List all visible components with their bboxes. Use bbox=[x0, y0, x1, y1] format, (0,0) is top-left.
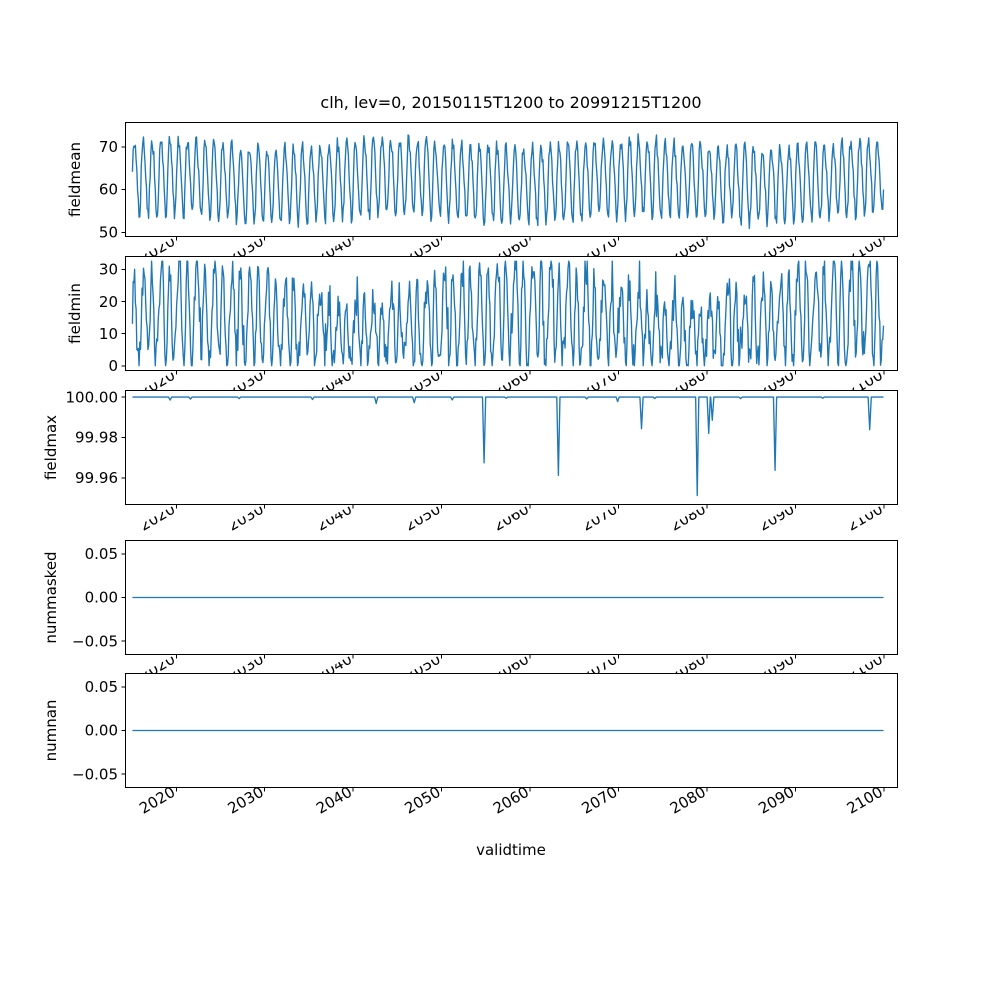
ytick-label-nummasked-1: 0.00 bbox=[85, 589, 118, 607]
xtick-label-fieldmax-2: 2040 bbox=[313, 500, 355, 535]
ytick-label-fieldmean-1: 60 bbox=[99, 181, 118, 199]
xtick-label-numnan-0: 2020 bbox=[136, 783, 178, 818]
xtick-label-fieldmax-7: 2090 bbox=[755, 500, 797, 535]
ytick-label-fieldmean-2: 70 bbox=[99, 138, 118, 156]
axes-spines-nummasked bbox=[125, 540, 898, 655]
axes-spines-fieldmean bbox=[125, 122, 898, 237]
xlabel-validtime: validtime bbox=[476, 841, 546, 859]
xtick-label-numnan-8: 2100 bbox=[844, 783, 886, 818]
ylabel-fieldmean: fieldmean bbox=[66, 142, 84, 217]
series-line-fieldmin bbox=[131, 260, 885, 367]
ytick-label-fieldmin-2: 20 bbox=[99, 293, 118, 311]
xtick-label-fieldmax-1: 2030 bbox=[225, 500, 267, 535]
xtick-label-numnan-1: 2030 bbox=[225, 783, 267, 818]
axes-spines-fieldmin bbox=[125, 256, 898, 371]
xtick-label-fieldmax-5: 2070 bbox=[578, 500, 620, 535]
ytick-label-numnan-2: 0.05 bbox=[85, 678, 118, 696]
ytick-label-fieldmin-1: 10 bbox=[99, 325, 118, 343]
ytick-label-nummasked-2: 0.05 bbox=[85, 545, 118, 563]
plot-area-fieldmax bbox=[125, 390, 898, 505]
xtick-label-numnan-5: 2070 bbox=[578, 783, 620, 818]
series-line-fieldmax bbox=[132, 396, 884, 497]
ytick-label-fieldmin-3: 30 bbox=[99, 261, 118, 279]
xtick-label-numnan-3: 2050 bbox=[402, 783, 444, 818]
xtick-label-fieldmax-8: 2100 bbox=[844, 500, 886, 535]
ytick-label-fieldmean-0: 50 bbox=[99, 223, 118, 241]
ylabel-fieldmin: fieldmin bbox=[66, 283, 84, 344]
figure-title: clh, lev=0, 20150115T1200 to 20991215T12… bbox=[320, 93, 701, 112]
xtick-label-numnan-7: 2090 bbox=[755, 783, 797, 818]
xtick-label-numnan-4: 2060 bbox=[490, 783, 532, 818]
xtick-label-fieldmax-4: 2060 bbox=[490, 500, 532, 535]
ylabel-nummasked: nummasked bbox=[42, 551, 60, 643]
ytick-label-numnan-1: 0.00 bbox=[85, 722, 118, 740]
xtick-label-fieldmax-3: 2050 bbox=[402, 500, 444, 535]
ylabel-fieldmax: fieldmax bbox=[42, 415, 60, 480]
xtick-label-numnan-6: 2080 bbox=[667, 783, 709, 818]
xtick-label-fieldmax-6: 2080 bbox=[667, 500, 709, 535]
ytick-label-fieldmin-0: 0 bbox=[108, 357, 118, 375]
ytick-label-nummasked-0: −0.05 bbox=[72, 632, 118, 650]
ytick-label-fieldmax-1: 99.98 bbox=[75, 429, 118, 447]
axes-spines-fieldmax bbox=[125, 390, 898, 505]
ytick-label-fieldmax-2: 100.00 bbox=[66, 388, 119, 406]
ylabel-numnan: numnan bbox=[42, 700, 60, 762]
ytick-label-fieldmax-0: 99.96 bbox=[75, 469, 118, 487]
series-line-fieldmean bbox=[131, 133, 885, 230]
xtick-label-fieldmax-0: 2020 bbox=[136, 500, 178, 535]
ytick-label-numnan-0: −0.05 bbox=[72, 765, 118, 783]
axes-spines-numnan bbox=[125, 673, 898, 788]
xtick-label-numnan-2: 2040 bbox=[313, 783, 355, 818]
